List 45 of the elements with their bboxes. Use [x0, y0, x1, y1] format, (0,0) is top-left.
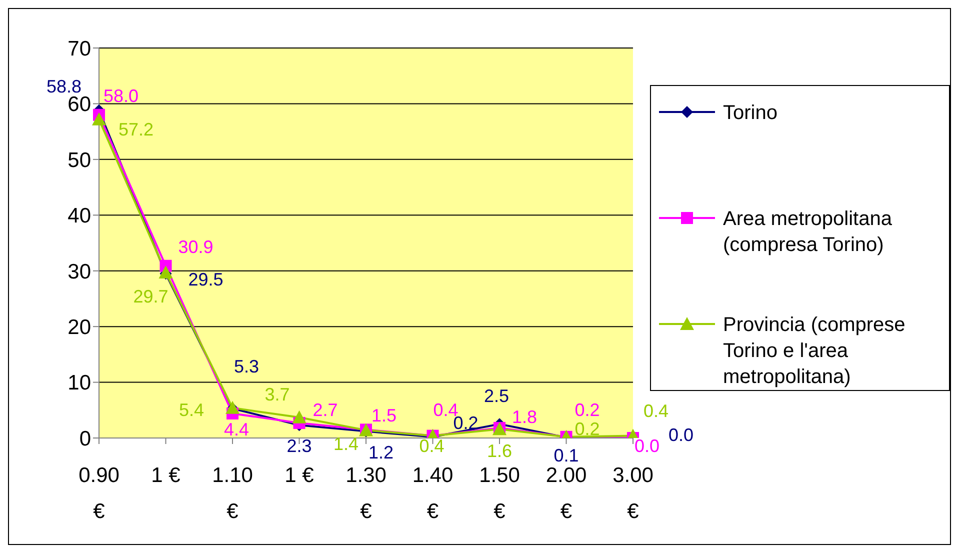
data-label: 0.4 [643, 400, 669, 421]
legend-label: Torino [723, 101, 778, 126]
data-label: 29.7 [133, 286, 168, 307]
legend-label: Provincia (comprese Torino e l'area metropolitana) [723, 313, 906, 390]
data-label: 58.0 [103, 86, 139, 106]
data-label: 0.0 [668, 425, 694, 445]
data-label: 5.4 [178, 400, 204, 420]
data-label: 0.1 [554, 445, 579, 466]
x-tick-label: 3.00 € [612, 464, 654, 523]
x-tick-label: 1.30 € [346, 464, 386, 523]
y-tick-label: 20 [68, 316, 91, 340]
x-tick-label: 1.10 € [212, 464, 253, 523]
x-tick-label: 1.50 € [479, 464, 520, 523]
data-label: 1.5 [371, 406, 397, 426]
data-label: 57.2 [118, 119, 154, 140]
point [92, 112, 106, 126]
data-label: 30.9 [178, 236, 214, 257]
legend-label: Area metropolitana (compresa Torino) [723, 207, 893, 258]
x-tick-label: 1 € [284, 464, 314, 487]
y-tick-label: 70 [68, 37, 91, 60]
data-label: 1.2 [368, 442, 394, 462]
x-tick-label: 1.40 € [412, 464, 454, 523]
x-tick-label: 1 € [151, 464, 181, 487]
data-label: 1.6 [486, 441, 512, 462]
data-label: 0.2 [574, 400, 600, 420]
y-tick-label: 50 [68, 148, 91, 172]
point [292, 410, 306, 424]
y-tick-label: 40 [68, 204, 91, 228]
data-label: 5.3 [234, 356, 260, 376]
data-label: 29.5 [188, 270, 224, 290]
data-label: 3.7 [264, 384, 290, 404]
x-tick-label: 2.00 € [546, 464, 587, 523]
data-label: 2.3 [286, 436, 312, 456]
data-label: 2.5 [484, 386, 510, 406]
data-label: 4.4 [224, 419, 250, 440]
y-tick-label: 10 [68, 372, 91, 395]
data-label: 1.8 [512, 406, 538, 427]
x-tick-label: 0.90 € [78, 464, 120, 523]
data-label: 0.4 [419, 436, 444, 456]
data-label: 1.4 [333, 434, 359, 454]
y-tick-label: 0 [79, 427, 91, 450]
data-label: 0.0 [634, 436, 660, 456]
data-label: 0.2 [574, 418, 600, 439]
y-tick-label: 30 [68, 260, 91, 284]
data-label: 2.7 [312, 400, 338, 420]
